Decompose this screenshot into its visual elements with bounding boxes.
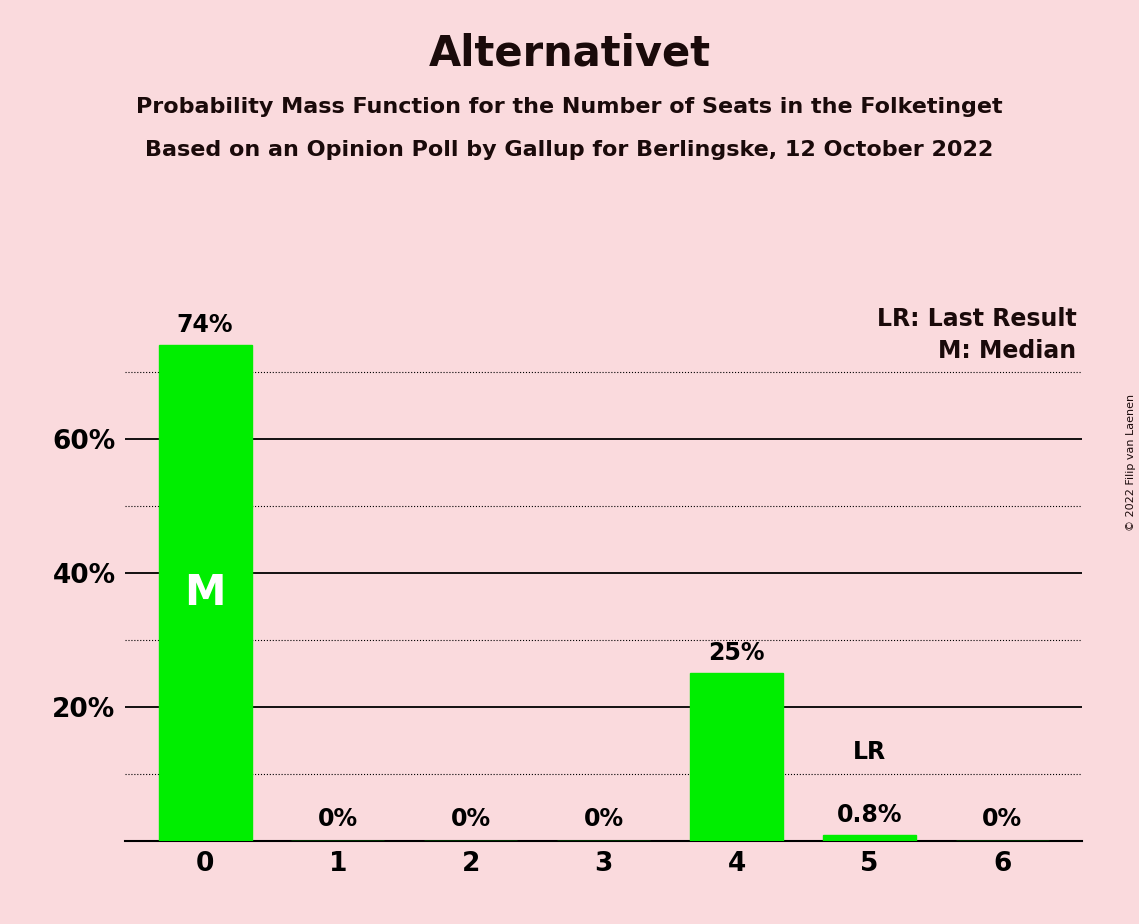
Bar	[690, 674, 782, 841]
Text: Alternativet: Alternativet	[428, 32, 711, 74]
Text: LR: Last Result: LR: Last Result	[877, 307, 1076, 331]
Text: Probability Mass Function for the Number of Seats in the Folketinget: Probability Mass Function for the Number…	[137, 97, 1002, 117]
Bar	[822, 835, 916, 841]
Text: M: Median: M: Median	[939, 339, 1076, 363]
Text: M: M	[185, 572, 226, 614]
Text: 0%: 0%	[451, 807, 491, 831]
Text: © 2022 Filip van Laenen: © 2022 Filip van Laenen	[1126, 394, 1136, 530]
Text: Based on an Opinion Poll by Gallup for Berlingske, 12 October 2022: Based on an Opinion Poll by Gallup for B…	[146, 140, 993, 161]
Text: 0%: 0%	[982, 807, 1023, 831]
Text: 74%: 74%	[177, 313, 233, 337]
Text: 0.8%: 0.8%	[837, 804, 902, 828]
Bar	[158, 346, 252, 841]
Text: LR: LR	[853, 740, 886, 764]
Text: 25%: 25%	[708, 641, 764, 665]
Text: 0%: 0%	[318, 807, 358, 831]
Text: 0%: 0%	[583, 807, 624, 831]
